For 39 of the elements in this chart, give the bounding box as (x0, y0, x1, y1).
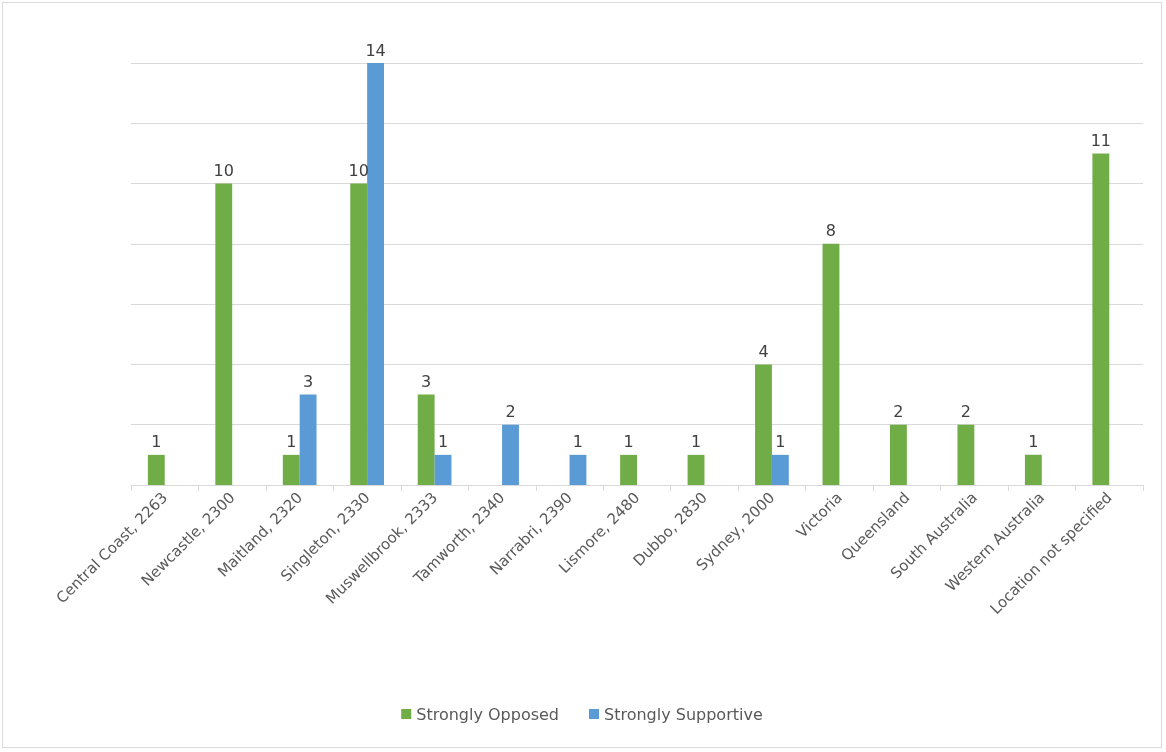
data-label: 4 (758, 341, 769, 361)
data-label: 8 (825, 221, 837, 241)
bar (282, 454, 300, 485)
data-label: 1 (572, 432, 584, 452)
bar (367, 63, 384, 485)
data-label: 2 (505, 402, 516, 422)
data-label: 2 (960, 402, 971, 422)
data-label: 1 (623, 432, 634, 452)
data-label: 3 (421, 372, 432, 392)
bar (434, 454, 452, 485)
bar (215, 183, 233, 485)
bar (569, 454, 587, 485)
data-label: 2 (893, 402, 904, 422)
bar (1092, 153, 1110, 485)
data-label: 10 (213, 161, 234, 181)
data-label: 1 (690, 432, 702, 452)
data-label: 14 (365, 40, 386, 60)
data-label: 1 (1028, 432, 1039, 452)
legend-label: Strongly Supportive (604, 704, 763, 724)
bar (620, 454, 637, 485)
bar (417, 394, 435, 485)
bar (350, 183, 368, 485)
data-label: 1 (775, 432, 786, 452)
data-label: 3 (303, 372, 314, 392)
bar (502, 424, 519, 485)
bar (147, 454, 165, 485)
legend-label: Strongly Opposed (416, 704, 560, 724)
bar (957, 424, 975, 485)
bar (822, 243, 840, 485)
bar (299, 394, 317, 485)
bar (755, 364, 772, 485)
bar (687, 454, 705, 485)
data-label: 1 (286, 432, 297, 452)
data-label: 11 (1090, 130, 1112, 150)
bar (890, 424, 907, 485)
bar (771, 454, 789, 485)
data-label: 1 (437, 432, 449, 452)
bar (1024, 454, 1042, 485)
data-label: 1 (151, 432, 162, 452)
